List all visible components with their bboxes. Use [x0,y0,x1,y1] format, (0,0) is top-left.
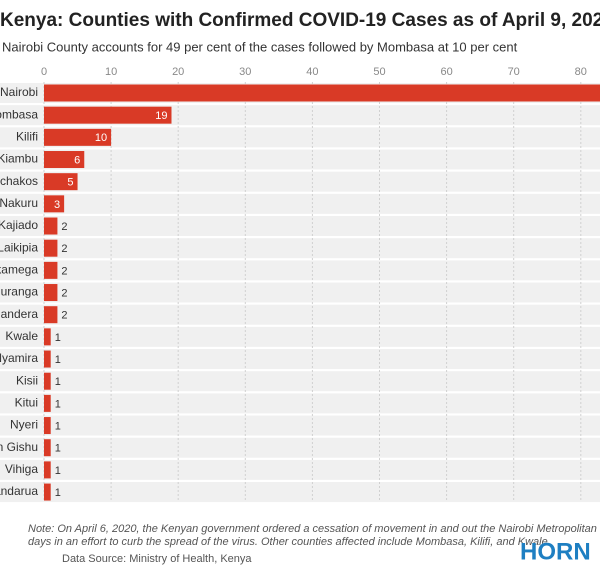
row-band [0,260,600,281]
bar [44,217,58,235]
bar [44,328,51,346]
bar [44,417,51,435]
y-tick-label: Laikipia [0,240,38,254]
row-band [0,304,600,325]
value-label: 2 [61,287,67,299]
row-band [0,127,600,148]
value-label: 2 [61,243,67,255]
x-tick-label: 30 [239,66,251,78]
bar [44,84,600,102]
chart-title: Kenya: Counties with Confirmed COVID-19 … [0,10,600,31]
value-label: 2 [61,265,67,277]
logo: HORN [520,538,591,565]
y-tick-label: achakos [0,174,38,188]
note-line: days in an effort to curb the spread of … [28,536,548,548]
x-tick-label: 70 [508,66,520,78]
y-tick-label: Kisii [16,373,38,387]
y-tick-label: ombasa [0,107,38,121]
row-band [0,482,600,503]
value-label: 1 [55,354,61,366]
y-tick-label: kamega [0,263,38,277]
y-tick-label: Nakuru [0,196,38,210]
bar [44,439,51,457]
value-label: 5 [67,177,73,189]
y-tick-label: Mandera [0,307,38,321]
bar [44,306,58,324]
bar [44,106,172,124]
y-tick-label: Kwale [5,329,38,343]
y-tick-label: Kilifi [16,130,38,144]
row-band [0,349,600,370]
row-band [0,437,600,458]
value-label: 3 [54,199,60,211]
bar [44,239,58,257]
x-tick-label: 60 [440,66,452,78]
bar [44,261,58,279]
row-band [0,238,600,259]
row-band [0,171,600,192]
value-label: 1 [55,487,61,499]
value-label: 1 [55,465,61,477]
value-label: 1 [55,398,61,410]
bar [44,461,51,479]
bar [44,372,51,390]
value-label: 1 [55,420,61,432]
x-tick-label: 0 [41,66,47,78]
row-band [0,282,600,303]
bar [44,483,51,501]
bar [44,284,58,302]
y-tick-label: Nyeri [10,418,38,432]
bar [44,128,112,146]
note-line: Note: On April 6, 2020, the Kenyan gover… [28,523,600,535]
value-label: 2 [61,310,67,322]
bar [44,350,51,368]
bar [44,195,65,213]
chart-subtitle: Nairobi County accounts for 49 per cent … [2,39,518,54]
value-label: 1 [55,376,61,388]
value-label: 6 [74,154,80,166]
bar [44,394,51,412]
y-tick-label: Kitui [15,396,38,410]
row-band [0,459,600,480]
bar [44,173,78,191]
x-tick-label: 80 [575,66,587,78]
value-label: 1 [55,332,61,344]
value-label: 2 [61,221,67,233]
y-tick-label: n Gishu [0,440,38,454]
value-label: 10 [95,132,107,144]
y-tick-label: Nyamira [0,351,38,365]
y-tick-label: Nairobi [0,85,38,99]
row-band [0,149,600,170]
row-band [0,415,600,436]
y-tick-label: Vihiga [5,462,38,476]
row-band [0,393,600,414]
row-band [0,371,600,392]
x-tick-label: 10 [105,66,117,78]
row-band [0,326,600,347]
value-label: 1 [55,443,61,455]
value-label: 19 [155,110,167,122]
bar [44,151,85,169]
row-band [0,193,600,214]
y-tick-label: andarua [0,484,38,498]
row-band [0,216,600,237]
data-source: Data Source: Ministry of Health, Kenya [62,553,252,565]
y-tick-label: Kiambu [0,152,38,166]
y-tick-label: Kajiado [0,218,38,232]
x-tick-label: 40 [306,66,318,78]
x-tick-label: 20 [172,66,184,78]
y-tick-label: Muranga [0,285,38,299]
x-tick-label: 50 [373,66,385,78]
